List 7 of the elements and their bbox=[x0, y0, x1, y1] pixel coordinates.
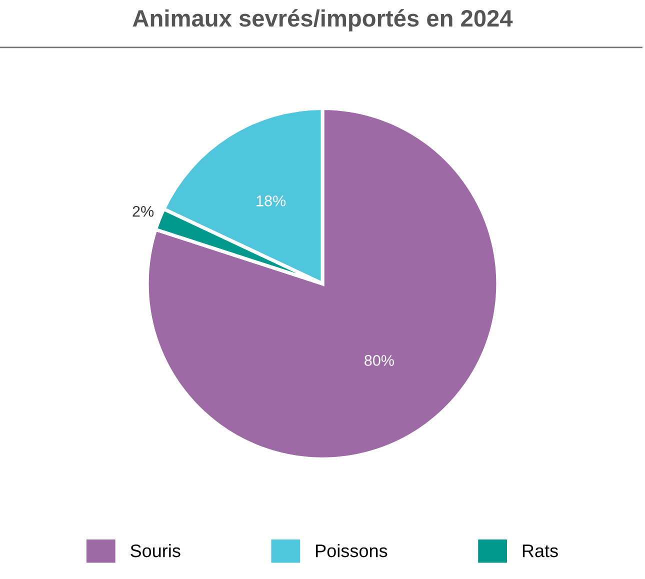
legend-label: Rats bbox=[522, 544, 558, 558]
chart-title: Animaux sevrés/importés en 2024 bbox=[132, 9, 513, 32]
data-label: 18% bbox=[256, 196, 286, 206]
legend-label: Poissons bbox=[316, 544, 388, 558]
data-label: 2% bbox=[132, 206, 154, 217]
data-label: 80% bbox=[364, 355, 394, 366]
legend-label: Souris bbox=[130, 544, 180, 558]
